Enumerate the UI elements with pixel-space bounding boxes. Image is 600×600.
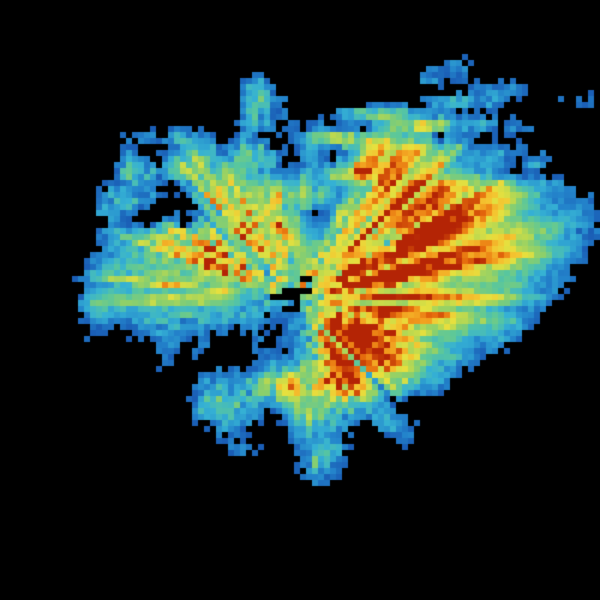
- radar-reflectivity-image: [0, 0, 600, 600]
- radar-display: [0, 0, 600, 600]
- radar-screen: { "chart_data": { "type": "heatmap", "ti…: [0, 0, 600, 600]
